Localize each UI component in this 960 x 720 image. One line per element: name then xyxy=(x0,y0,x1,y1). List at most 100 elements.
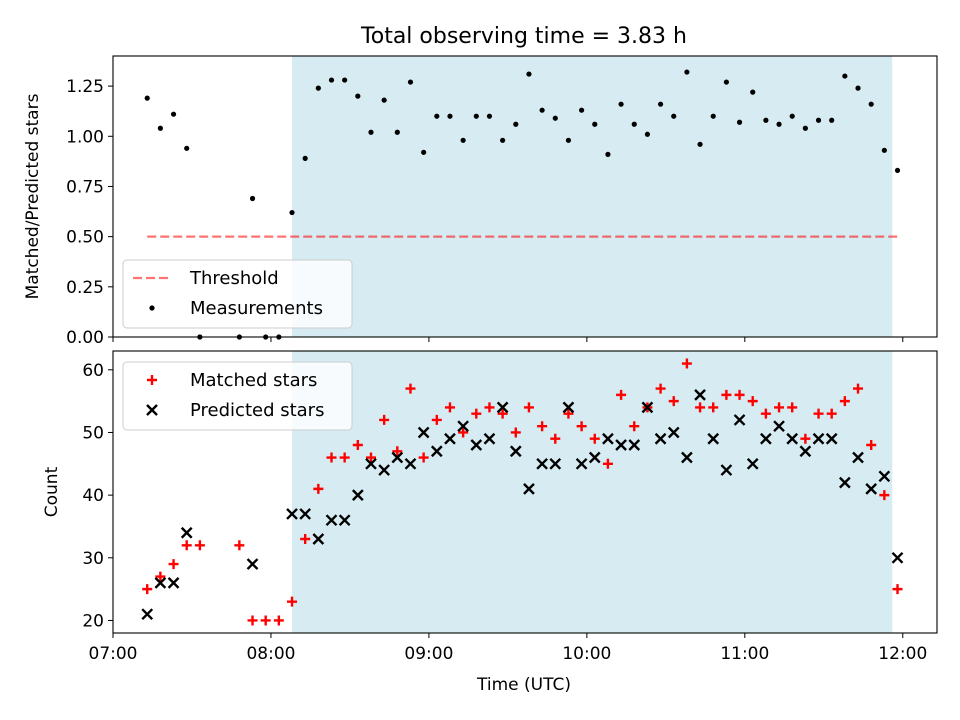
matched-star-point xyxy=(563,408,574,419)
measurement-point xyxy=(328,77,335,83)
x-axis-label: Time (UTC) xyxy=(476,675,571,695)
predicted-star-point xyxy=(444,432,456,445)
matched-star-point xyxy=(431,414,442,425)
measurement-point xyxy=(552,115,558,121)
matched-star-point xyxy=(405,383,416,394)
matched-star-point xyxy=(813,408,824,419)
matched-star-point xyxy=(326,452,337,463)
predicted-star-point xyxy=(654,432,667,445)
y-tick-label: 60 xyxy=(82,361,104,381)
matched-star-point xyxy=(484,402,495,413)
matched-star-point xyxy=(418,452,429,463)
predicted-star-point xyxy=(496,401,509,414)
observing-window-shade xyxy=(292,56,893,337)
predicted-star-point xyxy=(351,489,364,501)
measurement-point xyxy=(144,95,150,101)
predicted-star-point xyxy=(378,464,391,476)
matched-star-point xyxy=(892,584,903,595)
x-tick-label: 08:00 xyxy=(246,644,295,664)
measurement-point xyxy=(657,101,664,107)
matched-star-point xyxy=(365,452,376,463)
predicted-star-point xyxy=(720,464,733,476)
y-tick-label: 40 xyxy=(82,486,104,506)
predicted-star-point xyxy=(786,432,799,445)
matched-star-point xyxy=(313,483,324,494)
matched-star-point xyxy=(168,559,179,570)
y-axis-label: Count xyxy=(42,466,62,517)
predicted-star-point xyxy=(852,451,864,464)
measurement-point xyxy=(842,73,848,79)
predicted-star-point xyxy=(457,420,469,433)
y-tick-label: 1.25 xyxy=(66,77,104,97)
predicted-star-point xyxy=(299,508,312,520)
predicted-star-point xyxy=(286,508,298,520)
matched-star-point xyxy=(602,458,613,469)
predicted-star-point xyxy=(180,526,193,539)
ratio-panel: 0.00 0.25 0.50 0.75 1.00 1.25 Matched/Predicte… xyxy=(23,55,938,348)
predicted-star-point xyxy=(812,432,825,445)
legend-label: Threshold xyxy=(189,268,279,289)
predicted-star-point xyxy=(154,577,167,589)
legend: Threshold Measurements xyxy=(122,259,353,329)
predicted-star-point xyxy=(891,551,904,564)
x-tick-label: 12:00 xyxy=(878,644,927,664)
measurement-point xyxy=(289,209,295,216)
predicted-star-point xyxy=(325,514,338,527)
matched-star-point xyxy=(681,358,692,369)
predicted-star-point xyxy=(509,445,522,458)
measurement-point xyxy=(776,121,782,127)
measurement-point xyxy=(526,71,532,77)
measurement-point xyxy=(723,79,729,85)
predicted-star-point xyxy=(575,457,588,470)
measurement-point xyxy=(815,117,822,123)
matched-star-point xyxy=(537,421,548,432)
predicted-star-point xyxy=(602,432,614,445)
matched-star-point xyxy=(800,433,811,444)
measurement-point xyxy=(644,131,651,137)
predicted-star-point xyxy=(615,439,627,451)
measurement-point xyxy=(697,141,703,147)
matched-star-point xyxy=(497,408,508,419)
measurement-point xyxy=(631,121,637,127)
y-tick-label: 30 xyxy=(82,549,104,569)
measurement-point xyxy=(513,121,519,127)
matched-star-point xyxy=(655,383,666,394)
x-tick-label: 07:00 xyxy=(89,644,138,664)
measurement-point xyxy=(605,151,611,157)
measurement-point xyxy=(473,113,479,119)
predicted-star-point xyxy=(667,426,680,439)
matched-star-point xyxy=(247,615,258,626)
measurement-point xyxy=(763,117,769,123)
predicted-star-point xyxy=(562,401,575,414)
predicted-star-point xyxy=(694,389,706,401)
count-panel: 20 30 40 50 60 07:00 08:00 09:00 10:00 11:00 12:00… xyxy=(42,350,938,664)
matched-star-point xyxy=(234,540,245,551)
matched-star-point xyxy=(444,402,455,413)
predicted-star-point xyxy=(338,514,351,527)
measurement-point xyxy=(421,149,427,155)
measurement-point xyxy=(579,107,585,113)
y-tick-label: 1.00 xyxy=(66,127,104,147)
y-tick-label: 0.75 xyxy=(66,177,104,197)
predicted-star-point xyxy=(733,414,746,426)
predicted-star-point xyxy=(470,439,483,451)
matched-star-point xyxy=(471,408,482,419)
predicted-star-point xyxy=(707,432,720,445)
matched-star-point xyxy=(708,402,719,413)
matched-star-point xyxy=(760,408,771,419)
measurement-point xyxy=(894,167,901,174)
measurement-point xyxy=(486,113,493,119)
y-tick-label: 50 xyxy=(82,423,104,443)
x-tick-label: 09:00 xyxy=(404,644,453,664)
legend-label: Measurements xyxy=(190,298,323,319)
predicted-star-point xyxy=(773,420,785,433)
measurement-point xyxy=(802,125,808,131)
measurement-point xyxy=(671,113,677,119)
matched-star-point xyxy=(853,383,864,394)
predicted-star-point xyxy=(523,483,535,495)
legend-label: Matched stars xyxy=(190,370,317,391)
matched-star-point xyxy=(379,414,390,425)
predicted-star-point xyxy=(878,470,891,483)
measurement-point xyxy=(829,117,835,123)
